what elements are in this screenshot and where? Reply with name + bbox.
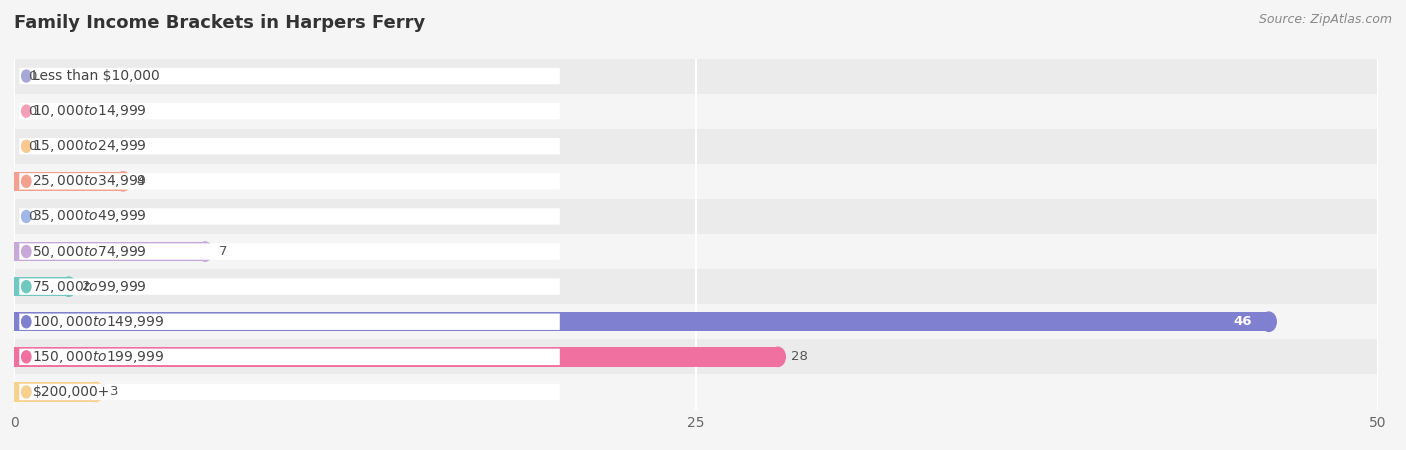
Circle shape — [770, 347, 786, 366]
Text: Source: ZipAtlas.com: Source: ZipAtlas.com — [1258, 14, 1392, 27]
Text: 46: 46 — [1234, 315, 1253, 328]
Bar — [14, 58, 1378, 94]
Circle shape — [60, 277, 76, 296]
Bar — [14, 347, 778, 366]
Circle shape — [89, 382, 104, 401]
Circle shape — [21, 140, 31, 152]
FancyBboxPatch shape — [20, 173, 560, 189]
Text: $25,000 to $34,999: $25,000 to $34,999 — [32, 173, 148, 189]
Circle shape — [21, 70, 31, 82]
Circle shape — [21, 211, 31, 222]
Circle shape — [115, 172, 131, 191]
Circle shape — [21, 386, 31, 398]
Text: 2: 2 — [82, 280, 91, 293]
Bar — [14, 199, 1378, 234]
Bar — [14, 304, 1378, 339]
Text: $50,000 to $74,999: $50,000 to $74,999 — [32, 243, 148, 260]
Bar — [14, 242, 205, 261]
Bar — [14, 234, 1378, 269]
Text: 4: 4 — [136, 175, 145, 188]
Text: 0: 0 — [28, 140, 37, 153]
Circle shape — [21, 316, 31, 328]
Text: $150,000 to $199,999: $150,000 to $199,999 — [32, 349, 165, 365]
Bar — [14, 382, 96, 401]
Bar — [14, 277, 69, 296]
Circle shape — [21, 176, 31, 187]
Circle shape — [197, 242, 212, 261]
FancyBboxPatch shape — [20, 279, 560, 295]
FancyBboxPatch shape — [20, 103, 560, 119]
FancyBboxPatch shape — [20, 138, 560, 154]
Bar — [14, 374, 1378, 410]
Text: $200,000+: $200,000+ — [32, 385, 110, 399]
Bar — [14, 172, 124, 191]
Circle shape — [21, 351, 31, 363]
FancyBboxPatch shape — [20, 349, 560, 365]
FancyBboxPatch shape — [20, 314, 560, 330]
Text: $35,000 to $49,999: $35,000 to $49,999 — [32, 208, 148, 225]
Text: 7: 7 — [219, 245, 228, 258]
Bar — [14, 94, 1378, 129]
FancyBboxPatch shape — [20, 68, 560, 84]
Text: 0: 0 — [28, 105, 37, 117]
Text: $75,000 to $99,999: $75,000 to $99,999 — [32, 279, 148, 295]
Circle shape — [21, 105, 31, 117]
Text: 3: 3 — [110, 386, 118, 398]
Circle shape — [21, 246, 31, 257]
Text: 28: 28 — [792, 351, 808, 363]
Text: Family Income Brackets in Harpers Ferry: Family Income Brackets in Harpers Ferry — [14, 14, 425, 32]
FancyBboxPatch shape — [20, 208, 560, 225]
Text: $15,000 to $24,999: $15,000 to $24,999 — [32, 138, 148, 154]
Circle shape — [1261, 312, 1277, 331]
Text: 0: 0 — [28, 210, 37, 223]
Bar — [14, 339, 1378, 374]
FancyBboxPatch shape — [20, 243, 560, 260]
Bar — [14, 269, 1378, 304]
Text: $100,000 to $149,999: $100,000 to $149,999 — [32, 314, 165, 330]
FancyBboxPatch shape — [20, 384, 560, 400]
Text: $10,000 to $14,999: $10,000 to $14,999 — [32, 103, 148, 119]
Bar — [14, 129, 1378, 164]
Text: 0: 0 — [28, 70, 37, 82]
Bar — [14, 312, 1268, 331]
Circle shape — [21, 281, 31, 292]
Text: Less than $10,000: Less than $10,000 — [32, 69, 160, 83]
Bar — [14, 164, 1378, 199]
